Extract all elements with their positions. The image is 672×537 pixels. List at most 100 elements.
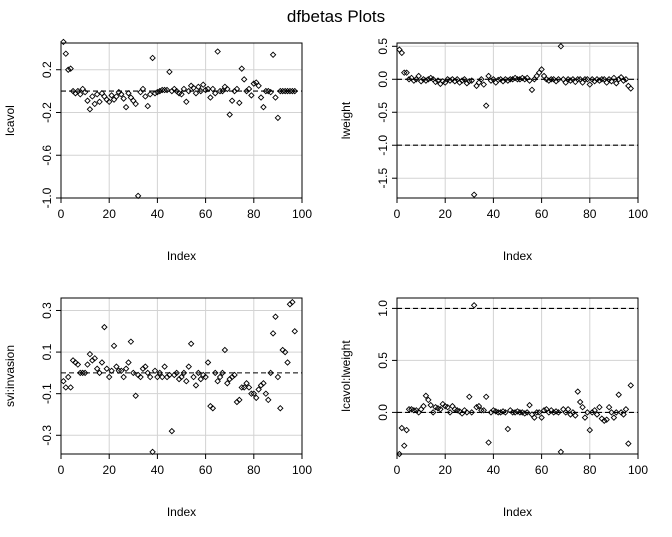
data-point	[485, 72, 492, 80]
data-point	[146, 373, 154, 381]
data-point	[521, 410, 528, 417]
data-point	[281, 348, 289, 356]
data-point	[202, 86, 209, 94]
data-point	[555, 409, 562, 416]
data-point	[180, 85, 188, 93]
data-point	[545, 77, 553, 84]
y-tick-label: 0.0	[376, 71, 390, 88]
data-point	[291, 87, 299, 95]
data-point	[610, 74, 618, 82]
data-point	[214, 377, 221, 385]
data-point	[466, 78, 473, 85]
data-point	[504, 77, 512, 84]
data-point	[224, 85, 231, 93]
x-tick-label: 20	[103, 207, 117, 221]
data-point	[245, 384, 253, 391]
data-point	[548, 76, 555, 83]
data-point	[122, 103, 130, 111]
x-tick-label: 20	[439, 207, 453, 221]
data-point	[243, 87, 250, 95]
data-point	[620, 411, 627, 418]
data-point	[405, 76, 413, 83]
data-point	[480, 407, 487, 414]
data-point	[511, 409, 519, 416]
data-point	[144, 102, 151, 110]
data-point	[113, 93, 120, 100]
data-point	[509, 409, 516, 416]
data-point	[89, 93, 96, 100]
data-point	[478, 407, 485, 414]
data-point	[252, 394, 260, 402]
data-point	[277, 405, 284, 412]
data-point	[458, 77, 466, 84]
data-point	[173, 369, 180, 377]
data-point	[183, 98, 190, 106]
panel-2: 0 20 40 60 80 100 -1.5 -1.0 -0.5 0.0 0.5 Index lweig…	[339, 38, 648, 263]
x-tick-label: 0	[58, 207, 65, 221]
data-point	[468, 409, 475, 416]
data-point	[262, 87, 270, 95]
data-point	[444, 403, 451, 411]
data-point	[410, 407, 418, 414]
data-point	[622, 406, 630, 413]
data-point	[284, 359, 291, 366]
data-point	[463, 409, 471, 416]
data-point	[108, 367, 115, 375]
data-point	[139, 365, 147, 372]
data-point	[627, 382, 635, 389]
panel-3: 0 20 40 60 80 100 -0.3 -0.1 0.1 0.3 Index svi:invas…	[3, 297, 312, 519]
x-tick-label: 40	[151, 207, 165, 221]
y-tick-label: -1.5	[376, 168, 390, 189]
data-point	[151, 90, 159, 97]
data-point	[398, 424, 406, 432]
data-point	[228, 97, 236, 104]
data-point	[598, 76, 606, 83]
data-point	[473, 403, 480, 411]
data-point	[81, 88, 89, 96]
data-point	[475, 402, 483, 410]
data-point	[608, 409, 615, 416]
data-point	[108, 92, 115, 99]
y-tick-label: 0.5	[376, 38, 390, 55]
data-point	[615, 391, 622, 398]
x-tick-label: 40	[151, 463, 165, 477]
data-point	[74, 361, 82, 368]
data-point	[552, 78, 560, 85]
data-point	[497, 409, 504, 416]
data-point	[161, 363, 168, 370]
data-point	[265, 396, 272, 404]
data-point	[422, 77, 430, 84]
data-point	[120, 373, 127, 381]
data-point	[118, 367, 125, 375]
data-point	[257, 382, 265, 389]
data-point	[175, 375, 183, 383]
data-point	[255, 386, 262, 393]
data-point	[557, 43, 565, 50]
data-point	[274, 373, 282, 381]
data-point	[620, 77, 627, 84]
data-point	[161, 86, 168, 94]
data-point	[115, 367, 123, 375]
x-tick-label: 100	[292, 463, 312, 477]
data-point	[156, 87, 164, 95]
data-point	[267, 88, 274, 96]
x-tick-label: 60	[535, 463, 549, 477]
data-point	[149, 54, 156, 62]
data-point	[584, 76, 591, 83]
data-point	[410, 77, 418, 84]
data-point	[238, 384, 245, 391]
x-tick-label: 60	[199, 207, 213, 221]
data-point	[163, 86, 171, 94]
data-point	[627, 85, 635, 92]
data-point	[156, 369, 164, 377]
data-point	[204, 359, 212, 366]
panel-1: 0 20 40 60 80 100 -1.0 -0.6 -0.2 0.2 Index lcavol	[3, 38, 312, 263]
data-point	[77, 369, 84, 377]
data-point	[166, 371, 173, 379]
data-point	[248, 390, 255, 397]
data-point	[60, 377, 67, 385]
data-point	[596, 403, 603, 411]
data-point	[257, 94, 265, 101]
data-point	[233, 85, 241, 93]
data-point	[178, 373, 185, 381]
